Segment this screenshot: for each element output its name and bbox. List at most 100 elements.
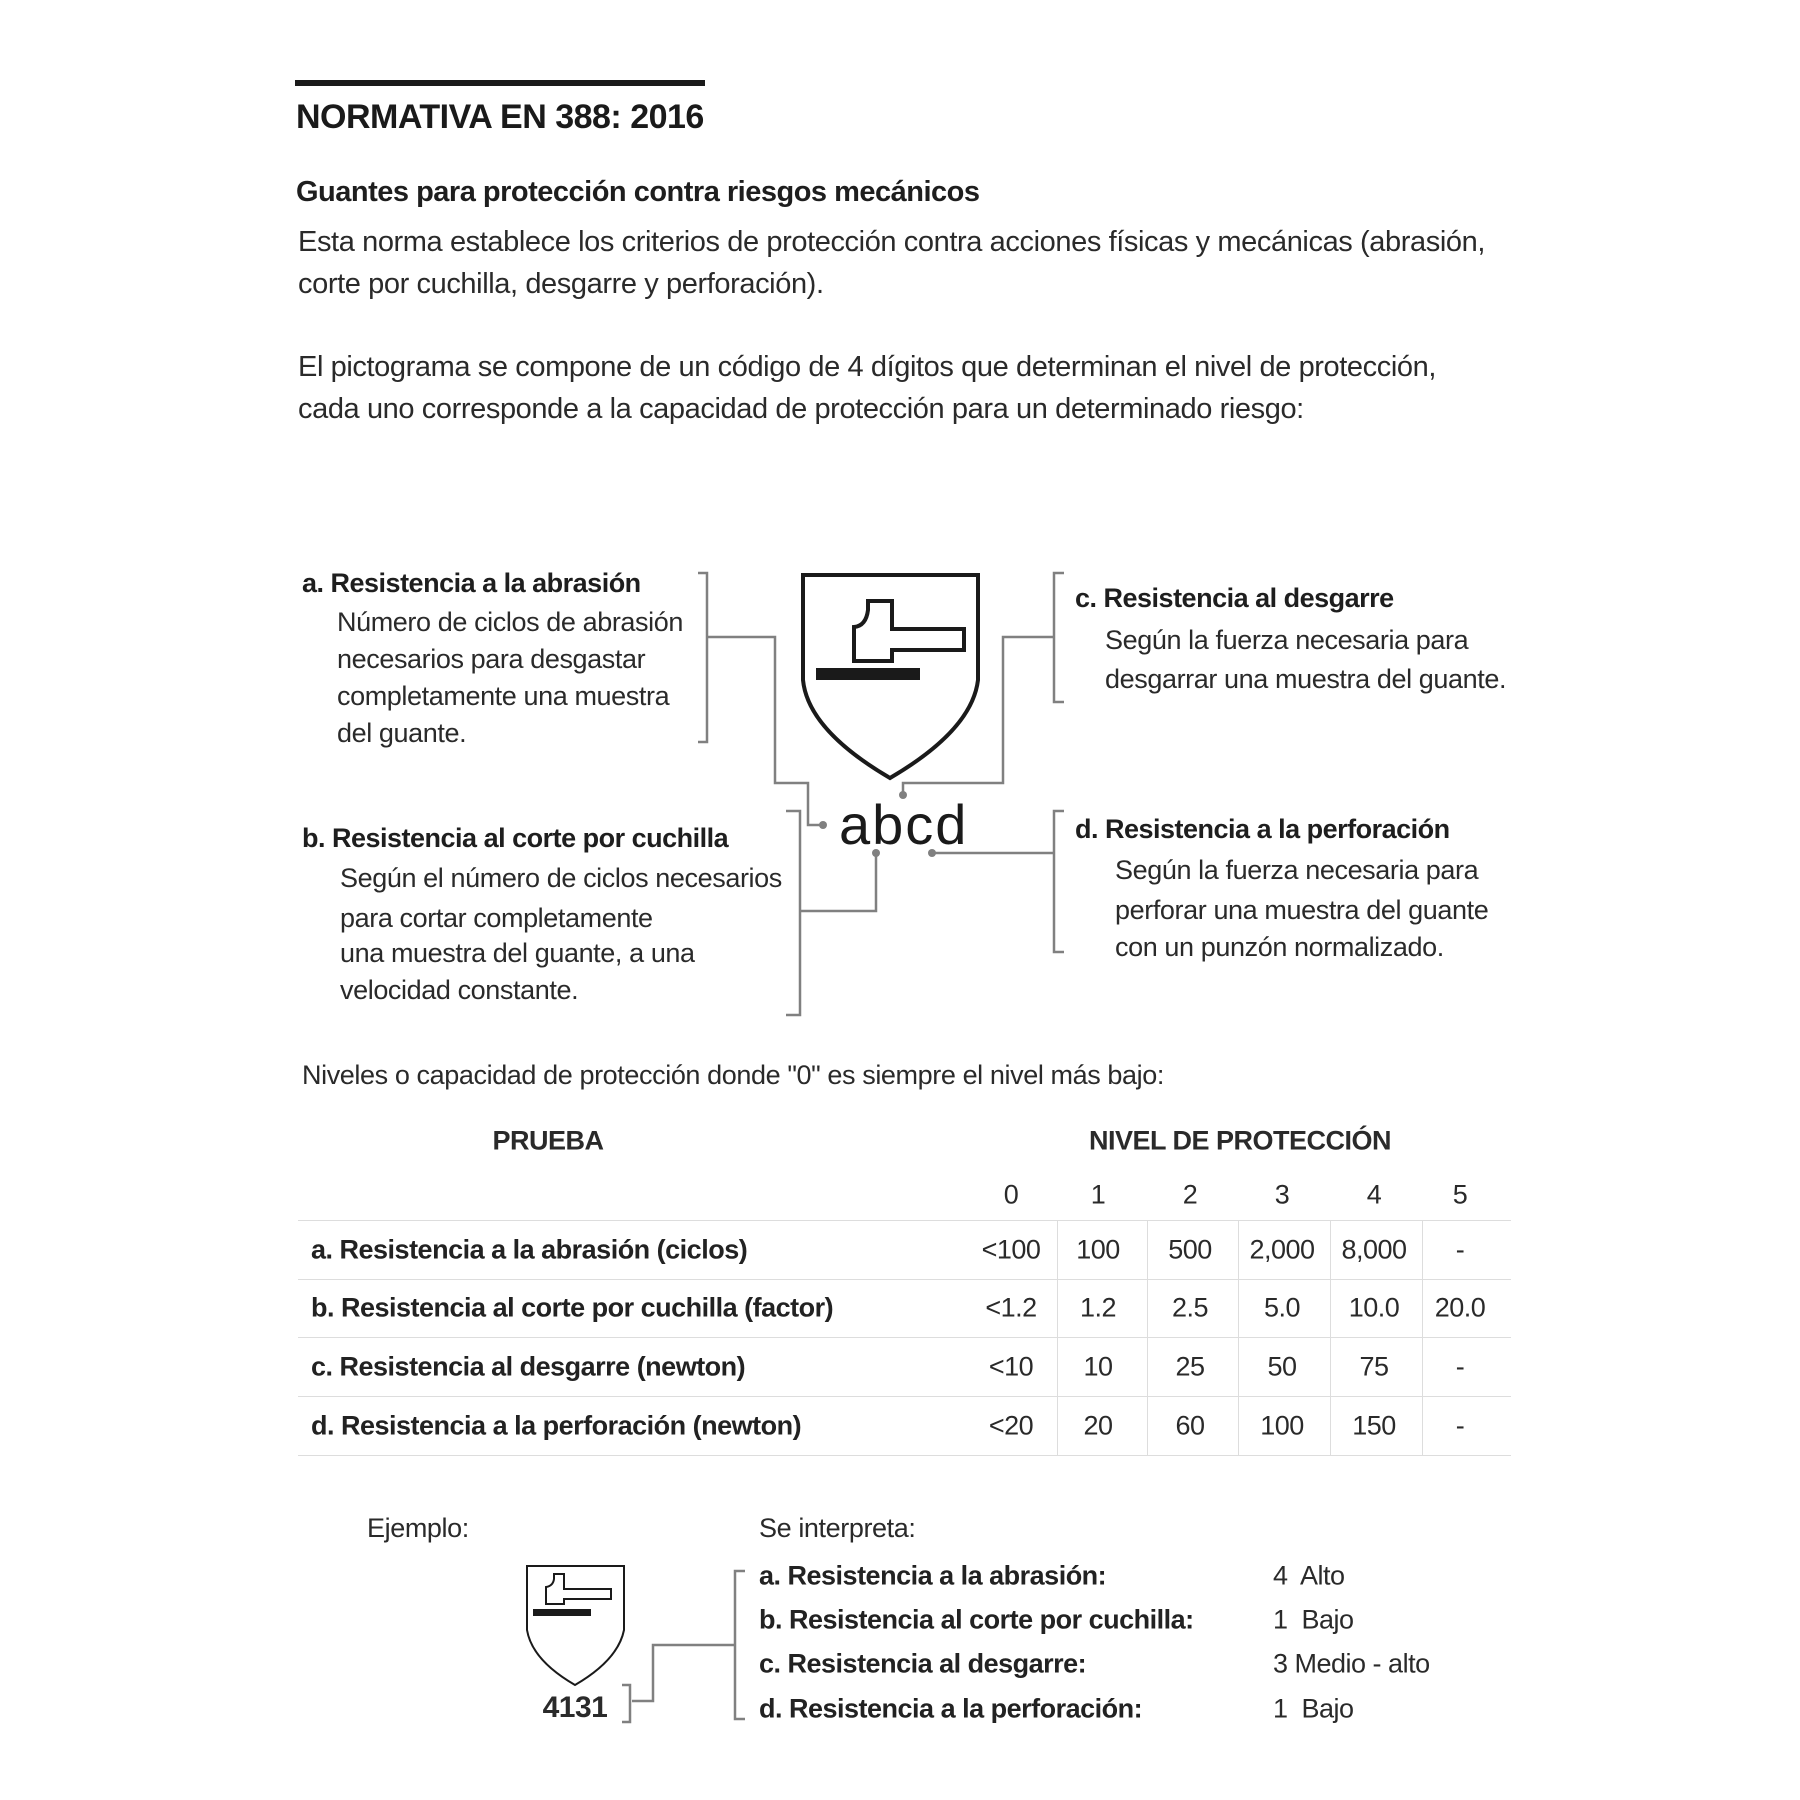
section-d-title: d. Resistencia a la perforación	[1075, 814, 1450, 844]
connector-b	[800, 853, 878, 913]
table-cell: 2,000	[1249, 1234, 1315, 1265]
example-row-label: a. Resistencia a la abrasión:	[759, 1560, 1107, 1591]
section-a-line-2: necesarios para desgastar	[337, 644, 646, 674]
example-label: Ejemplo:	[367, 1513, 469, 1543]
table-cell: 20.0	[1434, 1292, 1486, 1323]
table-column-rule	[1422, 1220, 1423, 1455]
section-b-title: b. Resistencia al corte por cuchilla	[302, 823, 729, 853]
table-cell: 10.0	[1348, 1292, 1400, 1323]
section-b-line-4: velocidad constante.	[340, 975, 579, 1005]
table-row-label: b. Resistencia al corte por cuchilla (fa…	[311, 1292, 834, 1323]
table-rule	[298, 1337, 1511, 1338]
section-d-line-3: con un punzón normalizado.	[1115, 932, 1444, 962]
connector-c	[901, 635, 1054, 793]
bracket-b	[786, 809, 802, 1017]
level-header: 3	[1274, 1179, 1290, 1210]
level-header: 2	[1182, 1179, 1198, 1210]
connector-a	[707, 635, 820, 827]
section-a-title: a. Resistencia a la abrasión	[302, 568, 641, 598]
pictogram-intro-line-1: El pictograma se compone de un código de…	[298, 351, 1437, 383]
table-header-level: NIVEL DE PROTECCIÓN	[1088, 1125, 1392, 1156]
table-cell: 500	[1168, 1234, 1212, 1265]
section-a-line-4: del guante.	[337, 718, 467, 748]
section-c-line-2: desgarrar una muestra del guante.	[1105, 664, 1507, 694]
bracket-a	[698, 571, 709, 744]
table-rule	[298, 1396, 1511, 1397]
table-cell: 60	[1175, 1410, 1205, 1441]
bracket-c	[1052, 571, 1064, 704]
bracket-example	[733, 1569, 745, 1721]
table-cell: 25	[1175, 1351, 1205, 1382]
example-code: 4131	[542, 1691, 608, 1724]
section-a-line-1: Número de ciclos de abrasión	[337, 607, 683, 637]
table-cell: 100	[1260, 1410, 1304, 1441]
example-row-value: 3 Medio - alto	[1273, 1648, 1430, 1679]
table-row-label: c. Resistencia al desgarre (newton)	[311, 1351, 746, 1382]
table-rule	[298, 1279, 1511, 1280]
example-row-value: 1 Bajo	[1273, 1693, 1354, 1724]
table-cell: <100	[981, 1234, 1041, 1265]
table-cell: -	[1455, 1351, 1465, 1382]
example-row-value: 4 Alto	[1273, 1560, 1345, 1591]
table-cell: 1.2	[1079, 1292, 1117, 1323]
table-cell: 75	[1359, 1351, 1389, 1382]
table-cell: <1.2	[985, 1292, 1037, 1323]
table-cell: -	[1455, 1410, 1465, 1441]
table-rule	[298, 1220, 1511, 1221]
table-cell: 100	[1076, 1234, 1120, 1265]
level-header: 4	[1366, 1179, 1382, 1210]
table-cell: 150	[1352, 1410, 1396, 1441]
level-header: 0	[1003, 1179, 1019, 1210]
table-cell: <20	[988, 1410, 1034, 1441]
section-d-line-1: Según la fuerza necesaria para	[1115, 855, 1479, 885]
bracket-d	[1052, 809, 1064, 954]
example-row-label: d. Resistencia a la perforación:	[759, 1693, 1143, 1724]
section-d-line-2: perforar una muestra del guante	[1115, 895, 1489, 925]
table-cell: -	[1455, 1234, 1465, 1265]
dot-d	[928, 849, 936, 857]
level-header: 1	[1090, 1179, 1106, 1210]
dot-a	[819, 821, 827, 829]
table-rule	[298, 1455, 1511, 1456]
section-c-title: c. Resistencia al desgarre	[1075, 583, 1394, 613]
table-cell: 2.5	[1171, 1292, 1209, 1323]
intro-line-1: Esta norma establece los criterios de pr…	[298, 226, 1486, 258]
pictogram-intro-line-2: cada uno corresponde a la capacidad de p…	[298, 393, 1304, 425]
section-b-line-1: Según el número de ciclos necesarios	[340, 863, 782, 893]
level-header: 5	[1452, 1179, 1468, 1210]
shield-hammer-icon	[801, 573, 980, 781]
table-header-test: PRUEBA	[492, 1125, 604, 1156]
table-cell: <10	[988, 1351, 1034, 1382]
table-column-rule	[1057, 1220, 1058, 1455]
connector-example	[632, 1643, 735, 1703]
code-abcd: abcd	[839, 793, 969, 856]
table-row-label: d. Resistencia a la perforación (newton)	[311, 1410, 802, 1441]
example-row-label: b. Resistencia al corte por cuchilla:	[759, 1604, 1194, 1635]
table-cell: 5.0	[1263, 1292, 1301, 1323]
dot-b	[872, 849, 880, 857]
subtitle: Guantes para protección contra riesgos m…	[296, 176, 980, 208]
example-row-label: c. Resistencia al desgarre:	[759, 1648, 1087, 1679]
table-column-rule	[1147, 1220, 1148, 1455]
table-column-rule	[1330, 1220, 1331, 1455]
dot-c	[899, 791, 907, 799]
levels-intro: Niveles o capacidad de protección donde …	[302, 1060, 1164, 1090]
section-a-line-3: completamente una muestra	[337, 681, 670, 711]
table-cell: 10	[1083, 1351, 1113, 1382]
bracket-4131	[622, 1683, 632, 1724]
table-cell: 50	[1267, 1351, 1297, 1382]
example-shield-hammer-icon	[526, 1565, 625, 1687]
table-cell: 8,000	[1341, 1234, 1407, 1265]
section-b-line-2: para cortar completamente	[340, 903, 653, 933]
section-b-line-3: una muestra del guante, a una	[340, 938, 695, 968]
intro-line-2: corte por cuchilla, desgarre y perforaci…	[298, 268, 824, 300]
table-cell: 20	[1083, 1410, 1113, 1441]
table-row-label: a. Resistencia a la abrasión (ciclos)	[311, 1234, 748, 1265]
page-title: NORMATIVA EN 388: 2016	[296, 98, 704, 136]
example-row-value: 1 Bajo	[1273, 1604, 1354, 1635]
interpret-label: Se interpreta:	[759, 1513, 916, 1543]
section-c-line-1: Según la fuerza necesaria para	[1105, 625, 1469, 655]
table-column-rule	[1238, 1220, 1239, 1455]
title-rule	[295, 80, 705, 86]
